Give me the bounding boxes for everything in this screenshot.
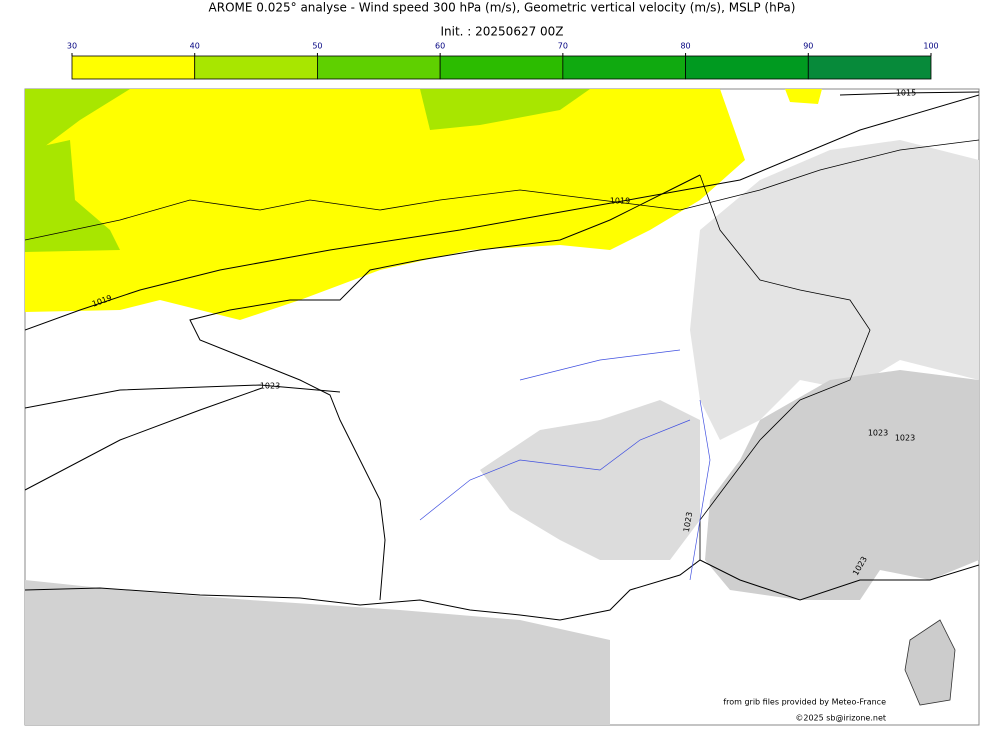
colorbar-tick-label: 30 <box>67 42 77 51</box>
colorbar-segment <box>807 55 932 80</box>
colorbar-tick-label: 40 <box>190 42 200 51</box>
colorbar: 30 40 50 60 70 80 90 100 <box>67 42 939 80</box>
credit: ©2025 sb@irizone.net <box>795 714 886 723</box>
colorbar-tick-label: 90 <box>803 42 813 51</box>
colorbar-segment <box>317 55 441 80</box>
isobar-label: 1019 <box>610 197 630 206</box>
colorbar-segment <box>685 55 809 80</box>
isobar-label: 1015 <box>896 89 916 98</box>
wind-40-50 <box>25 140 120 252</box>
colorbar-segment <box>562 55 686 80</box>
isobar-label: 1023 <box>895 434 915 443</box>
wind-30-40 <box>25 89 745 320</box>
isobar <box>25 387 263 491</box>
isobar-label: 1023 <box>682 511 694 533</box>
isobar-label: 1023 <box>260 382 280 391</box>
terrain-south <box>25 580 610 725</box>
colorbar-tick-label: 70 <box>558 42 568 51</box>
isobar <box>25 94 979 331</box>
border <box>699 174 871 560</box>
credit: from grib files provided by Meteo-France <box>723 698 886 707</box>
colorbar-segment <box>439 55 564 80</box>
title: AROME 0.025° analyse - Wind speed 300 hP… <box>209 1 796 15</box>
isobar <box>25 384 341 409</box>
coastline <box>189 174 701 601</box>
coastline <box>25 559 979 621</box>
corsica <box>904 619 956 706</box>
wind-40-50 <box>420 89 590 130</box>
colorbar-segment <box>71 55 196 80</box>
isobar <box>839 91 979 96</box>
isobar-label: 1023 <box>868 429 888 438</box>
wind-40-50 <box>25 89 130 160</box>
map: 1015 1019 1019 1023 1023 1023 1023 1023 … <box>24 88 980 726</box>
terrain-massif <box>480 400 700 560</box>
colorbar-tick-label: 50 <box>312 42 322 51</box>
colorbar-tick-label: 100 <box>923 42 938 51</box>
colorbar-tick-label: 60 <box>435 42 445 51</box>
terrain-alps <box>705 370 979 600</box>
wind-30-40 <box>785 89 822 104</box>
terrain <box>690 140 979 440</box>
colorbar-segment <box>194 55 318 80</box>
river <box>419 349 711 581</box>
colorbar-tick-label: 80 <box>680 42 690 51</box>
coastline <box>25 139 979 241</box>
init-time: Init. : 20250627 00Z <box>440 25 563 39</box>
